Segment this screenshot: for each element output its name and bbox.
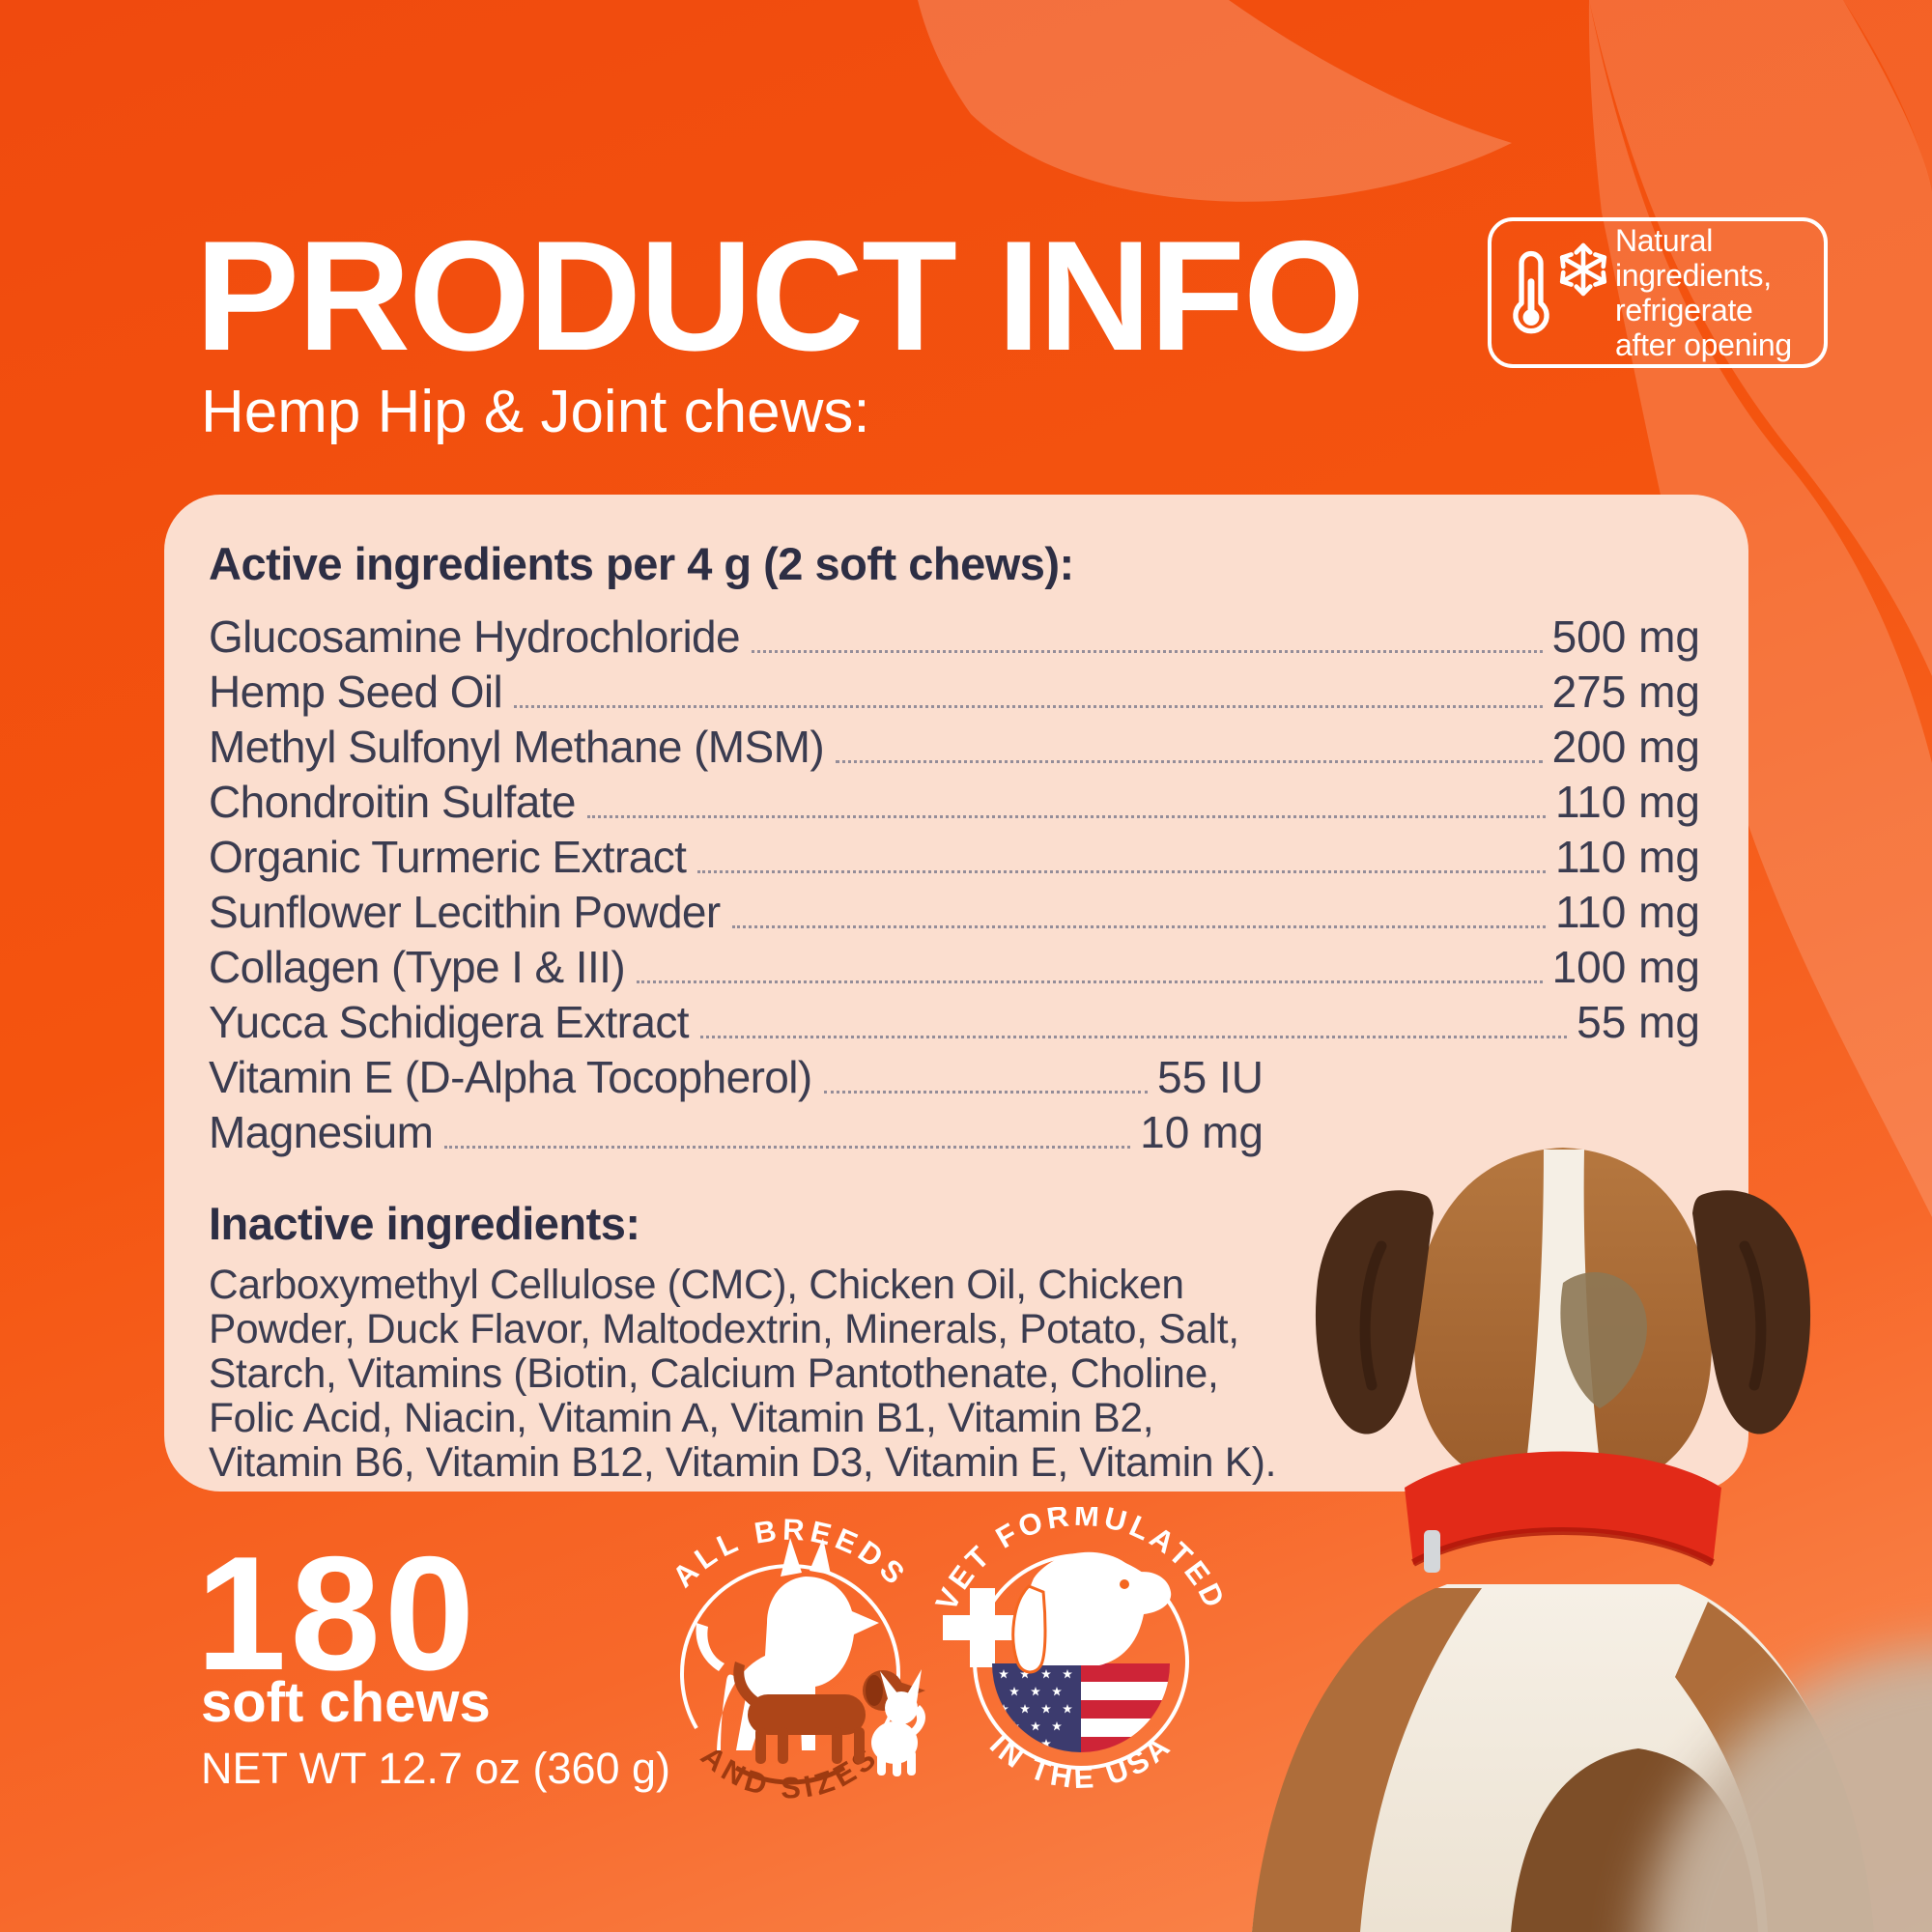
ingredient-value: 55 mg: [1577, 997, 1700, 1047]
snowflake-icon: [1559, 242, 1607, 297]
refrigerate-badge: Natural ingredients, refrigerate after o…: [1488, 217, 1828, 368]
ingredient-name: Magnesium: [209, 1107, 434, 1157]
ingredient-name: Hemp Seed Oil: [209, 667, 503, 717]
swoosh-right-band: [1588, 0, 1932, 1217]
plus-icon: [943, 1588, 1022, 1667]
ingredient-value: 100 mg: [1551, 942, 1700, 992]
ingredient-name: Methyl Sulfonyl Methane (MSM): [209, 722, 825, 772]
chew-unit: soft chews: [201, 1671, 491, 1734]
ingredient-row: Glucosamine Hydrochloride 500 mg: [209, 608, 1700, 663]
ingredient-value: 275 mg: [1551, 667, 1700, 717]
vet-formulated-badge: VET FORMULATED IN THE USA: [929, 1507, 1230, 1795]
dotted-leader: [823, 1091, 1149, 1094]
dog-head-icon: [1011, 1551, 1172, 1674]
dotted-leader: [752, 650, 1543, 653]
inactive-ingredients-heading: Inactive ingredients:: [209, 1198, 640, 1249]
ingredient-row: Collagen (Type I & III) 100 mg: [209, 938, 1700, 993]
ingredient-list: Glucosamine Hydrochloride 500 mg Hemp Seed…: [209, 608, 1700, 1158]
active-ingredients-heading: Active ingredients per 4 g (2 soft chews…: [209, 538, 1074, 589]
ingredient-row: Methyl Sulfonyl Methane (MSM) 200 mg: [209, 718, 1700, 773]
swoosh-top-blob: [918, 0, 1512, 202]
ingredient-name: Yucca Schidigera Extract: [209, 997, 690, 1047]
ingredient-name: Glucosamine Hydrochloride: [209, 611, 741, 662]
ingredient-row: Vitamin E (D-Alpha Tocopherol) 55 IU: [209, 1048, 1264, 1103]
ingredient-value: 110 mg: [1554, 777, 1700, 827]
inactive-ingredients-text: Carboxymethyl Cellulose (CMC), Chicken O…: [209, 1263, 1277, 1486]
ingredient-row: Yucca Schidigera Extract 55 mg: [209, 993, 1700, 1048]
ingredient-name: Vitamin E (D-Alpha Tocopherol): [209, 1052, 812, 1102]
thermometer-icon: [1513, 250, 1549, 334]
ingredient-value: 10 mg: [1140, 1107, 1264, 1157]
dotted-leader: [586, 815, 1546, 818]
ingredient-value: 110 mg: [1554, 887, 1700, 937]
ingredient-name: Organic Turmeric Extract: [209, 832, 687, 882]
chihuahua-icon: [871, 1669, 925, 1776]
dotted-leader: [731, 925, 1546, 928]
refrigerate-text: Natural ingredients, refrigerate after o…: [1615, 222, 1792, 363]
all-breeds-badge: ALL BREEDS AND SIZES: [666, 1517, 925, 1805]
ingredient-name: Sunflower Lecithin Powder: [209, 887, 721, 937]
ingredient-name: Collagen (Type I & III): [209, 942, 626, 992]
ingredient-row: Chondroitin Sulfate 110 mg: [209, 773, 1700, 828]
info-panel: Active ingredients per 4 g (2 soft chews…: [164, 495, 1748, 1492]
chew-count: 180: [196, 1522, 479, 1704]
ingredient-value: 55 IU: [1157, 1052, 1264, 1102]
badge-circle-bottom-arc: [734, 1765, 846, 1785]
ingredient-name: Chondroitin Sulfate: [209, 777, 576, 827]
dotted-leader: [637, 980, 1543, 983]
net-weight: NET WT 12.7 oz (360 g): [201, 1744, 671, 1793]
swoosh-right-corner: [1843, 0, 1932, 191]
dotted-leader: [697, 870, 1546, 873]
ingredient-row: Hemp Seed Oil 275 mg: [209, 663, 1700, 718]
ingredient-row: Sunflower Lecithin Powder 110 mg: [209, 883, 1700, 938]
dotted-leader: [836, 760, 1543, 763]
refrigerate-icons: [1492, 230, 1615, 355]
collar-buckle: [1424, 1530, 1440, 1573]
ingredient-row: Organic Turmeric Extract 110 mg: [209, 828, 1700, 883]
dotted-leader: [514, 705, 1543, 708]
page-subtitle: Hemp Hip & Joint chews:: [201, 379, 870, 445]
dotted-leader: [699, 1036, 1568, 1038]
ingredient-row: Magnesium 10 mg: [209, 1103, 1264, 1158]
ingredient-value: 500 mg: [1551, 611, 1700, 662]
ingredient-value: 110 mg: [1554, 832, 1700, 882]
ingredient-value: 200 mg: [1551, 722, 1700, 772]
dotted-leader: [444, 1146, 1131, 1149]
page-title: PRODUCT INFO: [195, 209, 1365, 384]
